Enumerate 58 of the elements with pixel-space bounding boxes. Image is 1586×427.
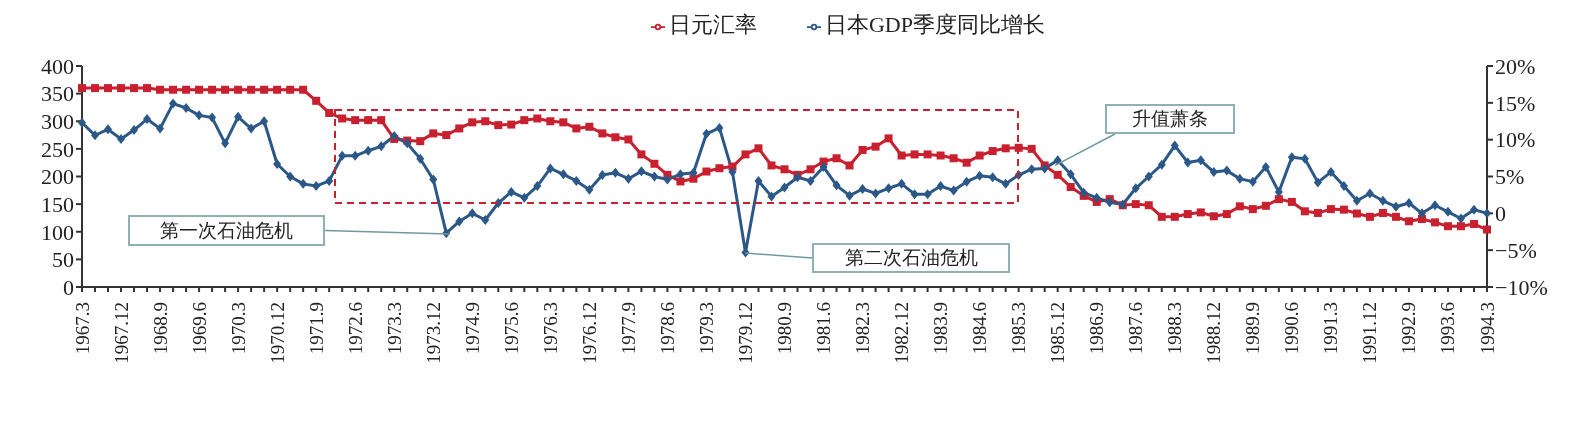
x-tick-label: 1986.9 bbox=[1086, 302, 1108, 355]
annotation: 第二次石油危机 bbox=[812, 243, 1010, 273]
x-tick-label: 1988.12 bbox=[1203, 302, 1225, 364]
y-tick-label: 300 bbox=[41, 109, 74, 135]
y-tick-label: 400 bbox=[41, 53, 74, 79]
x-tick-label: 1979.12 bbox=[734, 302, 756, 364]
y-tick-label: 150 bbox=[41, 191, 74, 217]
y-tick-label: 200 bbox=[41, 164, 74, 190]
x-tick-label: 1967.3 bbox=[71, 302, 93, 355]
annotation: 升值萧条 bbox=[1105, 104, 1235, 134]
x-tick-label: 1985.3 bbox=[1008, 302, 1030, 355]
legend-label: 日本GDP季度同比增长 bbox=[824, 12, 1045, 37]
x-tick-label: 1975.6 bbox=[500, 302, 522, 355]
x-tick-label: 1987.6 bbox=[1125, 302, 1147, 355]
y2-tick-label: 10% bbox=[1495, 127, 1536, 153]
x-tick-label: 1977.9 bbox=[617, 302, 639, 355]
x-tick-label: 1970.3 bbox=[227, 302, 249, 355]
x-tick-label: 1969.6 bbox=[188, 302, 210, 355]
y2-tick-label: 0 bbox=[1495, 201, 1506, 227]
y2-tick-label: 20% bbox=[1495, 53, 1536, 79]
x-tick-label: 1971.9 bbox=[305, 302, 327, 355]
x-tick-label: 1979.3 bbox=[695, 302, 717, 355]
y-tick-label: 350 bbox=[41, 81, 74, 107]
x-tick-label: 1981.6 bbox=[813, 302, 835, 355]
x-tick-label: 1994.3 bbox=[1476, 302, 1498, 355]
x-tick-label: 1968.9 bbox=[149, 302, 171, 355]
x-tick-label: 1976.3 bbox=[539, 302, 561, 355]
x-tick-label: 1989.9 bbox=[1242, 302, 1264, 355]
y2-tick-label: 15% bbox=[1495, 90, 1536, 116]
x-tick-label: 1984.6 bbox=[969, 302, 991, 355]
x-tick-label: 1982.12 bbox=[891, 302, 913, 364]
x-tick-label: 1988.3 bbox=[1164, 302, 1186, 355]
x-tick-label: 1985.12 bbox=[1047, 302, 1069, 364]
y2-tick-label: −5% bbox=[1495, 237, 1537, 263]
x-tick-label: 1992.9 bbox=[1398, 302, 1420, 355]
x-tick-label: 1972.6 bbox=[344, 302, 366, 355]
x-tick-label: 1983.9 bbox=[930, 302, 952, 355]
y-tick-label: 0 bbox=[63, 274, 74, 300]
y2-tick-label: −10% bbox=[1495, 274, 1548, 300]
y-tick-label: 50 bbox=[52, 247, 74, 273]
x-tick-label: 1980.9 bbox=[774, 302, 795, 355]
x-tick-label: 1990.6 bbox=[1281, 302, 1303, 355]
x-tick-label: 1976.12 bbox=[578, 302, 600, 364]
x-tick-label: 1993.6 bbox=[1437, 302, 1459, 355]
x-tick-label: 1974.9 bbox=[461, 302, 483, 355]
x-tick-label: 1970.12 bbox=[266, 302, 288, 364]
x-tick-label: 1991.12 bbox=[1359, 302, 1381, 364]
y-tick-label: 100 bbox=[41, 219, 74, 245]
x-tick-label: 1978.6 bbox=[656, 302, 678, 355]
x-tick-label: 1967.12 bbox=[110, 302, 132, 364]
x-tick-label: 1982.3 bbox=[852, 302, 874, 355]
x-tick-label: 1973.3 bbox=[383, 302, 405, 355]
x-tick-label: 1991.3 bbox=[1320, 302, 1342, 355]
x-tick-label: 1973.12 bbox=[422, 302, 444, 364]
y-tick-label: 250 bbox=[41, 136, 74, 162]
legend-label: 日元汇率 bbox=[668, 12, 757, 37]
annotation: 第一次石油危机 bbox=[128, 215, 325, 246]
y2-tick-label: 5% bbox=[1495, 164, 1525, 190]
